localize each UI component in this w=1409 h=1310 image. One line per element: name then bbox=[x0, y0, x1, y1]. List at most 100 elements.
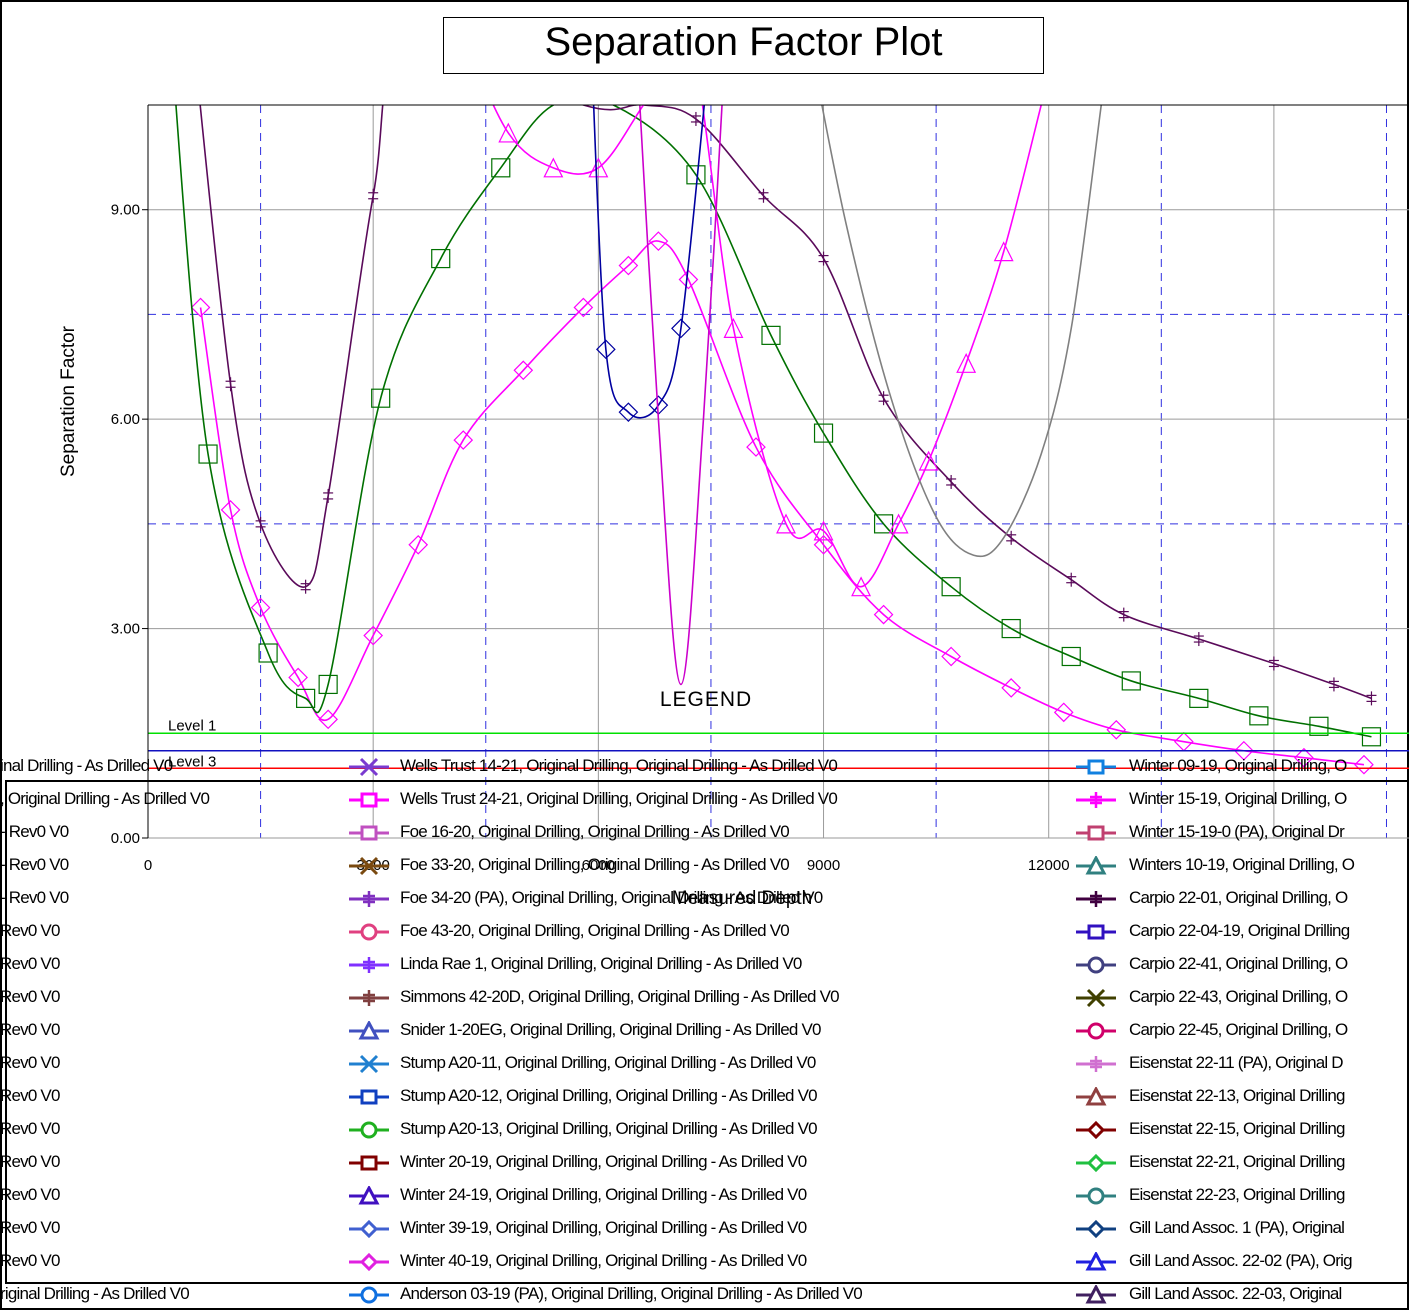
x-tick-label: 6000 bbox=[582, 857, 615, 874]
series-line bbox=[175, 105, 1372, 738]
square-marker bbox=[813, 423, 834, 443]
level-1-label: Level 1 bbox=[168, 717, 216, 734]
square-marker bbox=[1061, 646, 1081, 667]
x-axis-label: Measured Depth bbox=[672, 888, 812, 909]
legend-entry: Rev0 V0 bbox=[0, 954, 60, 973]
legend-entry: Winter 20-19, Original Drilling, Origina… bbox=[400, 1152, 807, 1171]
legend-symbol-diamond-icon bbox=[349, 1219, 389, 1239]
legend-entry: inal Drilling - As Drilled V0 bbox=[0, 756, 173, 775]
legend-diamond bbox=[1086, 1219, 1106, 1239]
triangle-marker bbox=[543, 157, 564, 178]
levels-layer: Level 1 Level 3 bbox=[148, 717, 1409, 771]
legend-entry: Snider 1-20EG, Original Drilling, Origin… bbox=[400, 1020, 821, 1039]
level-3-label: Level 3 bbox=[168, 754, 216, 771]
diamond-marker bbox=[941, 646, 961, 667]
legend-x bbox=[1086, 988, 1106, 1008]
x-tick-label: 9000 bbox=[807, 857, 840, 874]
x-tick-label: 0 bbox=[144, 857, 152, 874]
legend-entry: Rev0 V0 bbox=[0, 1086, 60, 1105]
legend-circle bbox=[360, 1286, 378, 1304]
legend-entry: Rev0 V0 bbox=[0, 1251, 60, 1270]
square-marker bbox=[1189, 688, 1209, 708]
legend-title: LEGEND bbox=[660, 688, 752, 711]
diamond-marker bbox=[671, 318, 691, 339]
legend-entry: Winter 24-19, Original Drilling, Origina… bbox=[400, 1185, 807, 1204]
y-tick-label: 9.00 bbox=[111, 202, 140, 219]
triangle-marker bbox=[723, 318, 744, 338]
chart-title: Separation Factor Plot bbox=[544, 20, 943, 64]
diamond-marker bbox=[573, 297, 594, 318]
square-marker bbox=[491, 158, 511, 178]
legend-symbol-square-icon bbox=[349, 825, 389, 841]
diamond-marker bbox=[1234, 740, 1254, 761]
legend-diamond bbox=[1086, 1153, 1106, 1173]
legend-entry: Wells Trust 14-21, Original Drilling, Or… bbox=[400, 756, 838, 775]
diamond-marker bbox=[678, 269, 699, 290]
series-line bbox=[639, 105, 723, 686]
legend-entry: Rev0 V0 bbox=[0, 1053, 60, 1072]
legend-triangle bbox=[358, 1186, 380, 1205]
legend-symbol-triangle-icon bbox=[1076, 1087, 1116, 1106]
legend-square bbox=[1087, 759, 1105, 775]
legend-square bbox=[1087, 924, 1105, 940]
diamond-marker bbox=[408, 534, 429, 555]
diamond-marker bbox=[873, 604, 894, 625]
legend-entry: Winters 10-19, Original Drilling, O bbox=[1129, 855, 1355, 874]
legend-entry: , Original Drilling - As Drilled V0 bbox=[0, 789, 210, 808]
series-6 bbox=[639, 105, 723, 686]
square-marker bbox=[258, 643, 278, 663]
x-tick-label: 12000 bbox=[1028, 857, 1070, 874]
legend-entry: Foe 33-20, Original Drilling, Original D… bbox=[400, 855, 790, 874]
triangle-marker bbox=[888, 513, 909, 534]
triangle-marker bbox=[956, 352, 977, 373]
y-tick-label: 0.00 bbox=[111, 830, 140, 847]
series-line bbox=[199, 105, 1372, 700]
series-1 bbox=[175, 105, 1382, 747]
legend-entry: Rev0 V0 bbox=[0, 1218, 60, 1237]
diamond-marker bbox=[363, 625, 384, 646]
legend-symbol-square-icon bbox=[1076, 924, 1116, 940]
legend-triangle bbox=[1085, 1285, 1107, 1304]
square-marker bbox=[761, 325, 781, 345]
legend-entry: Rev0 V0 bbox=[0, 1020, 60, 1039]
legend-symbol-x-icon bbox=[1076, 988, 1116, 1008]
y-tick-label: 3.00 bbox=[111, 621, 140, 638]
legend-entry: - Rev0 V0 bbox=[0, 855, 69, 874]
legend-symbol-diamond-icon bbox=[349, 1252, 389, 1272]
legend-symbol-triangle-icon bbox=[1076, 1285, 1116, 1304]
diamond-marker bbox=[1106, 719, 1127, 740]
legend-symbol-cross-icon bbox=[1076, 891, 1116, 907]
square-marker bbox=[941, 577, 961, 597]
legend-entry: riginal Drilling - As Drilled V0 bbox=[0, 1284, 190, 1303]
series-0 bbox=[190, 231, 1374, 775]
legend-circle bbox=[1087, 1187, 1105, 1205]
legend-square bbox=[360, 792, 378, 808]
legend-entry: Winter 15-19, Original Drilling, O bbox=[1129, 789, 1347, 808]
legend-entry: Carpio 22-45, Original Drilling, O bbox=[1129, 1020, 1348, 1039]
legend-entry: Simmons 42-20D, Original Drilling, Origi… bbox=[400, 987, 840, 1006]
series-line bbox=[592, 105, 706, 419]
legend-symbol-triangle-icon bbox=[1076, 1252, 1116, 1271]
series-4 bbox=[821, 105, 1103, 558]
legend-circle bbox=[1087, 956, 1105, 974]
legend-symbol-x-icon bbox=[349, 1054, 389, 1074]
y-axis-label: Separation Factor bbox=[58, 325, 79, 477]
diamond-marker bbox=[813, 534, 834, 555]
legend-entry: Gill Land Assoc. 22-03, Original bbox=[1129, 1284, 1342, 1303]
legend-entry: Carpio 22-04-19, Original Drilling bbox=[1129, 921, 1350, 940]
diamond-marker bbox=[648, 231, 669, 251]
legend-symbol-x-icon bbox=[349, 757, 389, 777]
square-marker bbox=[1309, 716, 1329, 736]
legend-entry: Carpio 22-01, Original Drilling, O bbox=[1129, 888, 1348, 907]
square-marker bbox=[318, 674, 338, 695]
triangle-marker bbox=[918, 450, 939, 471]
diamond-marker bbox=[318, 709, 338, 730]
legend-entry: Rev0 V0 bbox=[0, 987, 60, 1006]
legend-entry: Winter 09-19, Original Drilling, O bbox=[1129, 756, 1347, 775]
legend-triangle bbox=[1085, 856, 1107, 875]
legend-symbol-square-icon bbox=[349, 1089, 389, 1105]
square-marker bbox=[1249, 706, 1269, 726]
legend-entry: Stump A20-12, Original Drilling, Origina… bbox=[400, 1086, 818, 1105]
legend-square bbox=[360, 825, 378, 841]
